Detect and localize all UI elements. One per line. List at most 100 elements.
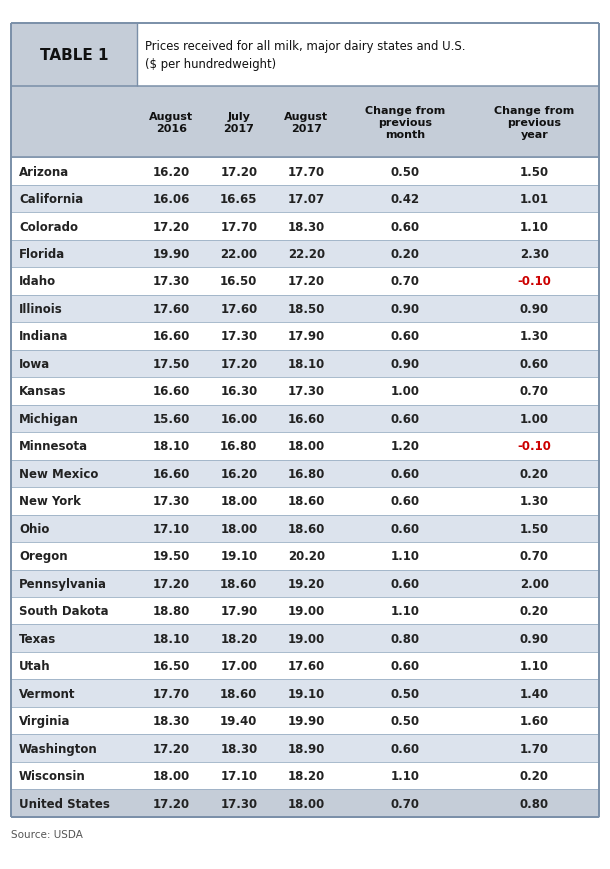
Text: 0.60: 0.60 (390, 468, 420, 481)
Text: 17.10: 17.10 (220, 769, 257, 782)
Bar (11, 158, 599, 186)
Text: 2.30: 2.30 (520, 248, 549, 261)
Text: Pennsylvania: Pennsylvania (19, 577, 107, 590)
Text: 0.90: 0.90 (390, 302, 420, 315)
Text: 18.10: 18.10 (152, 440, 190, 453)
Text: 17.07: 17.07 (288, 193, 325, 206)
Text: Change from
previous
month: Change from previous month (365, 105, 445, 140)
Bar (11, 789, 599, 817)
Text: -0.10: -0.10 (517, 275, 551, 289)
Text: 16.60: 16.60 (152, 468, 190, 481)
Text: 0.42: 0.42 (390, 193, 420, 206)
Bar (11, 295, 599, 322)
Text: California: California (19, 193, 83, 206)
Bar (11, 680, 599, 707)
Text: 18.00: 18.00 (220, 494, 257, 507)
Text: Wisconsin: Wisconsin (19, 769, 85, 782)
Text: 0.70: 0.70 (520, 549, 549, 562)
Text: 0.50: 0.50 (390, 687, 420, 700)
Text: 18.30: 18.30 (220, 742, 257, 755)
Text: 17.20: 17.20 (220, 357, 257, 370)
Text: Change from
previous
year: Change from previous year (494, 105, 575, 140)
Text: 1.01: 1.01 (520, 193, 549, 206)
Bar (137, 24, 599, 87)
Text: 1.30: 1.30 (520, 330, 549, 343)
Text: 0.50: 0.50 (390, 165, 420, 178)
Text: 17.70: 17.70 (152, 687, 190, 700)
Text: 18.20: 18.20 (288, 769, 325, 782)
Text: 19.00: 19.00 (288, 632, 325, 645)
Bar (11, 652, 599, 680)
Text: 17.00: 17.00 (220, 660, 257, 673)
Text: 0.90: 0.90 (390, 357, 420, 370)
Text: 0.80: 0.80 (520, 797, 549, 810)
Text: New Mexico: New Mexico (19, 468, 98, 481)
Text: 0.20: 0.20 (390, 248, 420, 261)
Text: Oregon: Oregon (19, 549, 68, 562)
Text: 16.60: 16.60 (288, 413, 325, 426)
Text: 17.20: 17.20 (152, 577, 190, 590)
Text: 16.60: 16.60 (152, 385, 190, 398)
Text: 16.30: 16.30 (220, 385, 257, 398)
Text: 18.00: 18.00 (288, 797, 325, 810)
Bar (11, 350, 599, 378)
Text: 17.20: 17.20 (288, 275, 325, 289)
Bar (11, 241, 599, 268)
Text: 0.80: 0.80 (390, 632, 420, 645)
Text: Indiana: Indiana (19, 330, 68, 343)
Text: Source: USDA: Source: USDA (11, 829, 83, 839)
Text: 19.10: 19.10 (288, 687, 325, 700)
Text: 0.60: 0.60 (390, 220, 420, 233)
Text: 19.40: 19.40 (220, 714, 257, 727)
Text: 17.20: 17.20 (152, 797, 190, 810)
Text: 1.10: 1.10 (390, 769, 420, 782)
Text: 17.30: 17.30 (220, 797, 257, 810)
Text: 0.60: 0.60 (390, 577, 420, 590)
Bar (11, 625, 599, 652)
Text: 0.20: 0.20 (520, 769, 549, 782)
Text: 18.20: 18.20 (220, 632, 257, 645)
Text: 17.30: 17.30 (152, 275, 190, 289)
Text: 19.90: 19.90 (152, 248, 190, 261)
Text: Arizona: Arizona (19, 165, 69, 178)
Text: 1.10: 1.10 (520, 220, 549, 233)
Text: New York: New York (19, 494, 81, 507)
Text: 19.50: 19.50 (152, 549, 190, 562)
Text: 20.20: 20.20 (288, 549, 325, 562)
Text: 17.30: 17.30 (152, 494, 190, 507)
Text: 0.70: 0.70 (390, 275, 420, 289)
Bar (11, 378, 599, 405)
Bar (11, 213, 599, 241)
Text: 0.60: 0.60 (390, 413, 420, 426)
Text: 16.50: 16.50 (152, 660, 190, 673)
Text: 0.90: 0.90 (520, 632, 549, 645)
Text: 0.50: 0.50 (390, 714, 420, 727)
Text: 17.50: 17.50 (152, 357, 190, 370)
Text: 17.90: 17.90 (288, 330, 325, 343)
Text: Virginia: Virginia (19, 714, 70, 727)
Text: 17.60: 17.60 (288, 660, 325, 673)
Text: 0.60: 0.60 (520, 357, 549, 370)
Text: 1.00: 1.00 (520, 413, 549, 426)
Text: 17.10: 17.10 (152, 522, 190, 535)
Bar (11, 186, 599, 213)
Text: Texas: Texas (19, 632, 56, 645)
Text: 1.10: 1.10 (390, 605, 420, 618)
Text: 17.60: 17.60 (220, 302, 257, 315)
Text: 1.20: 1.20 (390, 440, 420, 453)
Text: 18.90: 18.90 (288, 742, 325, 755)
Text: 18.60: 18.60 (288, 494, 325, 507)
Text: August
2016: August 2016 (149, 111, 193, 134)
Text: 18.30: 18.30 (288, 220, 325, 233)
Bar (11, 24, 137, 87)
Bar (11, 488, 599, 515)
Text: 18.60: 18.60 (220, 687, 257, 700)
Text: Minnesota: Minnesota (19, 440, 88, 453)
Text: 1.70: 1.70 (520, 742, 549, 755)
Bar (11, 87, 599, 158)
Text: 1.50: 1.50 (520, 522, 549, 535)
Bar (11, 570, 599, 597)
Text: 17.70: 17.70 (220, 220, 257, 233)
Text: Idaho: Idaho (19, 275, 56, 289)
Text: 0.90: 0.90 (520, 302, 549, 315)
